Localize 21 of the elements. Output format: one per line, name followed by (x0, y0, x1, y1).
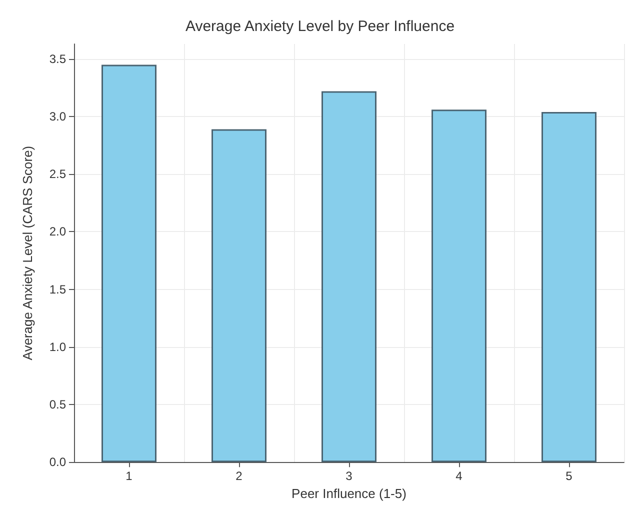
x-axis-title: Peer Influence (1-5) (292, 486, 406, 501)
chart-title: Average Anxiety Level by Peer Influence (185, 18, 455, 35)
bar (102, 64, 156, 462)
y-tick-label: 3.5 (49, 52, 66, 66)
bar (322, 91, 376, 462)
bar (212, 129, 266, 462)
x-tick-label: 1 (126, 469, 133, 484)
y-tick-label: 2.5 (49, 167, 66, 182)
x-tick-label: 2 (236, 469, 243, 484)
y-tick-label: 0.0 (49, 455, 66, 470)
bar (432, 110, 486, 462)
x-tick-label: 4 (456, 469, 463, 484)
x-tick-label: 3 (346, 469, 353, 484)
y-tick-label: 2.0 (49, 224, 66, 239)
x-tick-label: 5 (566, 469, 573, 484)
y-tick-label: 3.0 (49, 110, 66, 124)
y-tick-label: 1.5 (49, 282, 66, 296)
y-tick-label: 1.0 (49, 340, 66, 354)
y-axis-title: Average Anxiety Level (CARS Score) (20, 146, 35, 360)
bar (542, 112, 596, 462)
y-tick-label: 0.5 (49, 398, 66, 412)
